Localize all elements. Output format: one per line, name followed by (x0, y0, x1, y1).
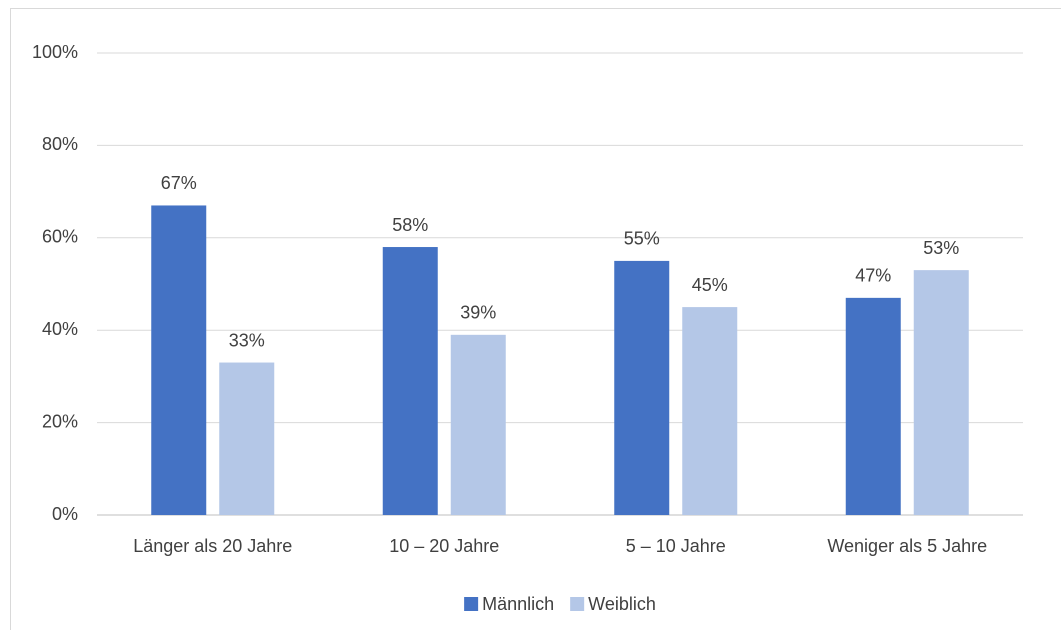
x-tick-label: Länger als 20 Jahre (133, 536, 292, 556)
y-tick-label: 40% (42, 319, 78, 339)
legend-swatch (570, 597, 585, 611)
data-label: 67% (161, 173, 197, 193)
x-tick-label: 10 – 20 Jahre (389, 536, 499, 556)
legend-label: Männlich (482, 594, 554, 614)
bar (151, 205, 207, 515)
bar (450, 334, 506, 515)
bar (614, 260, 670, 515)
x-tick-label: 5 – 10 Jahre (626, 536, 726, 556)
data-label: 47% (855, 266, 891, 286)
legend-swatch (464, 597, 479, 611)
y-tick-label: 20% (42, 411, 78, 431)
data-label: 45% (692, 275, 728, 295)
data-label: 55% (624, 229, 660, 249)
y-tick-label: 100% (32, 42, 78, 62)
bar (219, 362, 275, 515)
legend-label: Weiblich (588, 594, 656, 614)
data-label: 53% (923, 238, 959, 258)
data-label: 33% (229, 330, 265, 350)
y-tick-label: 60% (42, 227, 78, 247)
bar (845, 297, 901, 515)
x-tick-label: Weniger als 5 Jahre (827, 536, 987, 556)
bar (682, 307, 738, 515)
data-label: 39% (460, 303, 496, 323)
bar (382, 247, 438, 516)
y-tick-label: 80% (42, 134, 78, 154)
y-tick-label: 0% (52, 504, 78, 524)
bar (913, 270, 969, 515)
data-label: 58% (392, 215, 428, 235)
